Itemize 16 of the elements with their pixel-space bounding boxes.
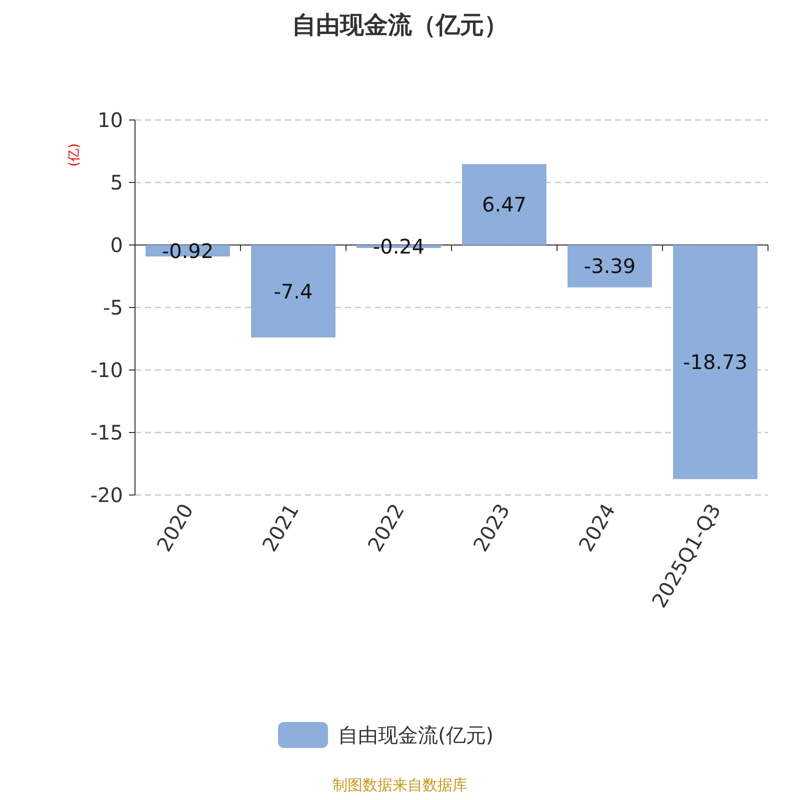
chart-title: 自由现金流（亿元） xyxy=(292,11,508,39)
y-tick-label: -15 xyxy=(90,420,123,444)
y-tick-label: -10 xyxy=(90,358,123,382)
y-tick-label: 10 xyxy=(98,108,123,132)
y-tick-label: -20 xyxy=(90,483,123,507)
legend-label: 自由现金流(亿元) xyxy=(338,723,494,747)
y-tick-label: -5 xyxy=(103,296,123,320)
data-label: -3.39 xyxy=(584,254,636,278)
data-label: 6.47 xyxy=(482,192,527,217)
data-label: -7.4 xyxy=(274,279,313,304)
y-tick-label: 0 xyxy=(110,233,123,257)
data-label: -0.92 xyxy=(162,238,214,263)
y-axis-title: (亿) xyxy=(67,143,82,167)
data-label: -18.73 xyxy=(683,350,748,374)
y-tick-label: 5 xyxy=(110,170,123,194)
text: 制图数据来自数据库 xyxy=(332,776,468,794)
